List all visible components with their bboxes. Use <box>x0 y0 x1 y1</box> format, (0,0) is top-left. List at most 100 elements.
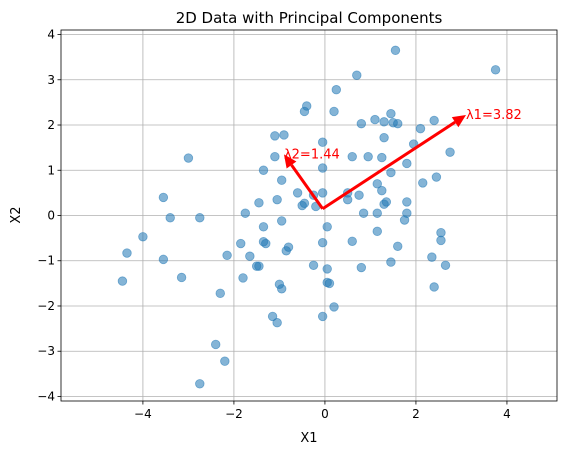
data-point <box>390 45 401 56</box>
data-point <box>254 198 264 208</box>
data-point <box>297 200 307 211</box>
component-1-label: λ1=3.82 <box>466 108 522 123</box>
data-point <box>354 190 364 200</box>
data-point <box>429 282 439 292</box>
data-point <box>356 262 367 273</box>
data-point <box>402 197 412 207</box>
data-point <box>258 165 269 175</box>
data-point <box>308 260 319 270</box>
component-2-label: λ2=1.44 <box>284 147 340 162</box>
data-point <box>379 199 389 209</box>
data-point <box>440 260 451 270</box>
data-point <box>363 151 373 162</box>
data-point <box>183 153 194 163</box>
data-point <box>292 188 303 198</box>
data-point <box>317 188 328 198</box>
data-point <box>276 284 287 294</box>
data-point <box>322 222 332 232</box>
data-point <box>427 252 437 262</box>
data-point <box>215 288 225 299</box>
data-point <box>279 130 289 140</box>
data-point <box>352 70 362 80</box>
data-point <box>386 167 396 178</box>
component-2-arrowhead <box>283 154 297 169</box>
data-point <box>331 85 342 95</box>
data-point <box>393 118 403 129</box>
component-1-arrowhead <box>451 115 466 128</box>
data-point <box>220 356 230 366</box>
data-point <box>329 302 339 312</box>
data-point <box>358 208 369 218</box>
data-point <box>165 213 175 223</box>
data-point <box>240 208 250 218</box>
y-tick-label: −3 <box>37 344 55 358</box>
principal-component-arrows: λ1=3.82 λ2=1.44 <box>283 108 522 210</box>
data-point <box>122 248 132 258</box>
data-point <box>377 152 387 163</box>
data-point <box>356 118 367 129</box>
data-point <box>418 178 428 188</box>
data-point <box>258 222 269 232</box>
x-tick-label: 0 <box>321 407 329 421</box>
data-point <box>386 109 396 119</box>
x-tick-label: −2 <box>225 407 243 421</box>
data-point <box>379 117 389 127</box>
grid-lines <box>61 30 557 401</box>
data-point <box>370 114 380 125</box>
component-2-arrow-shaft <box>290 164 324 210</box>
data-point <box>195 379 205 389</box>
component-1-arrow-shaft <box>321 120 456 210</box>
data-point <box>429 115 439 126</box>
x-axis-ticks: −4 −2 0 2 4 <box>134 401 511 421</box>
data-point <box>490 65 501 75</box>
data-point <box>347 151 357 162</box>
y-tick-label: 4 <box>47 28 55 42</box>
data-point <box>386 257 396 267</box>
data-point <box>372 208 382 218</box>
data-point <box>270 131 280 141</box>
y-tick-label: 0 <box>47 209 55 223</box>
y-tick-label: −4 <box>37 389 55 403</box>
x-tick-label: 4 <box>503 407 511 421</box>
x-tick-label: 2 <box>412 407 420 421</box>
data-points <box>117 45 501 389</box>
data-point <box>377 185 387 196</box>
data-point <box>272 318 282 328</box>
data-point <box>211 339 221 350</box>
data-point <box>276 175 287 185</box>
data-point <box>329 106 339 117</box>
data-point <box>251 261 262 271</box>
y-tick-label: −1 <box>37 254 55 268</box>
data-point <box>195 213 205 223</box>
y-tick-label: 2 <box>47 118 55 132</box>
data-point <box>347 236 357 246</box>
data-point <box>158 192 169 203</box>
data-point <box>317 163 328 173</box>
chart-title: 2D Data with Principal Components <box>176 9 443 27</box>
data-point <box>317 237 328 248</box>
data-point <box>270 151 280 162</box>
y-axis-ticks: −4 −3 −2 −1 0 1 2 3 4 <box>37 28 61 403</box>
data-point <box>117 276 128 286</box>
data-point <box>276 216 287 226</box>
data-point <box>436 235 446 246</box>
data-point <box>299 106 310 117</box>
data-point <box>267 311 278 322</box>
data-point <box>431 172 442 182</box>
data-point <box>324 278 335 289</box>
data-point <box>158 254 169 265</box>
data-point <box>372 226 382 237</box>
data-point <box>261 238 271 249</box>
data-point <box>342 194 353 205</box>
y-axis-title: X2 <box>9 206 24 223</box>
data-point <box>317 311 328 322</box>
data-point <box>322 264 332 274</box>
data-point <box>317 137 328 147</box>
x-tick-label: −4 <box>134 407 152 421</box>
y-tick-label: −2 <box>37 299 55 313</box>
data-point <box>372 179 382 189</box>
data-point <box>415 123 426 134</box>
data-point <box>236 238 246 249</box>
data-point <box>176 272 187 283</box>
